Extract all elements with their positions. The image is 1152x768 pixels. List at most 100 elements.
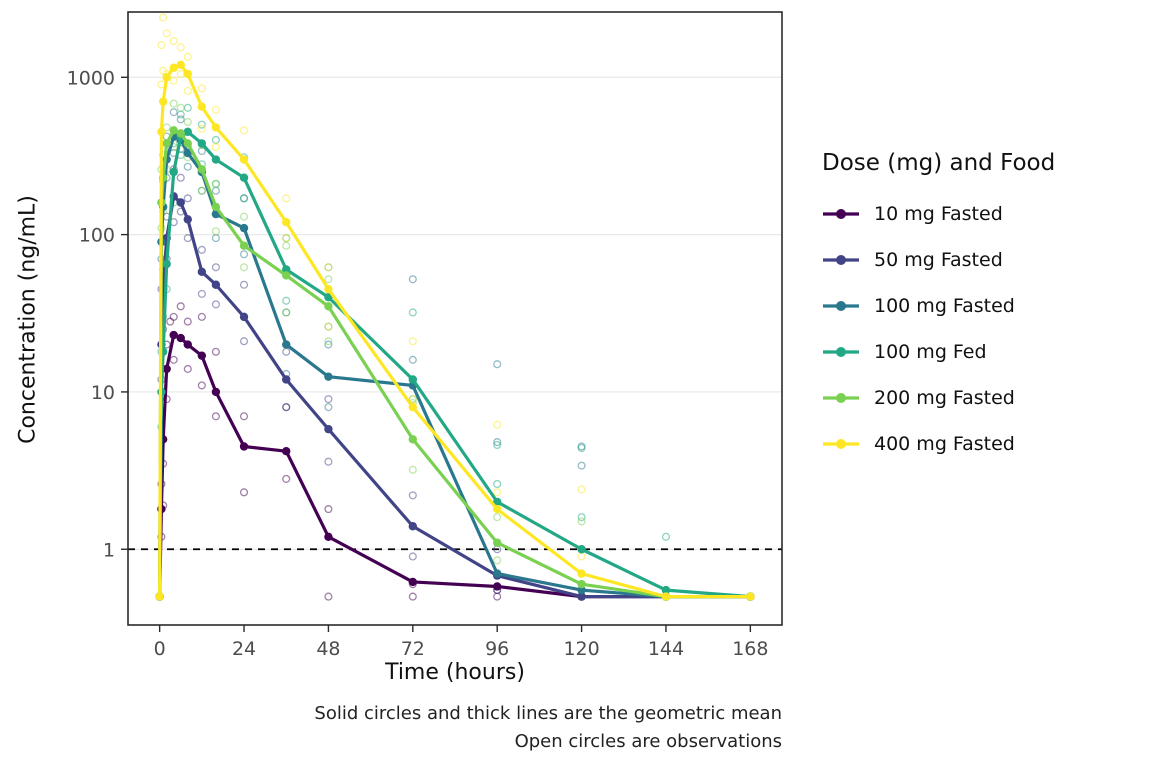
legend-label: 400 mg Fasted xyxy=(874,433,1015,455)
observation-point xyxy=(577,443,586,453)
mean-point xyxy=(211,123,221,132)
observation-point xyxy=(169,355,178,364)
mean-point xyxy=(282,271,291,280)
mean-point xyxy=(282,217,291,227)
observation-point xyxy=(239,280,249,289)
mean-point xyxy=(324,372,333,381)
observation-point xyxy=(408,355,417,364)
observation-point xyxy=(169,36,178,46)
mean-point xyxy=(162,73,171,82)
observation-point xyxy=(183,117,192,127)
mean-point xyxy=(211,280,221,289)
mean-point xyxy=(408,577,418,587)
legend-swatch-icon xyxy=(823,209,859,219)
observation-point xyxy=(282,296,291,305)
observation-point xyxy=(324,457,333,466)
mean-line xyxy=(158,194,752,599)
mean-point xyxy=(183,215,192,224)
x-tick-label: 72 xyxy=(401,638,425,660)
mean-point xyxy=(158,97,168,106)
observation-point xyxy=(577,513,586,522)
observation-point xyxy=(324,275,333,284)
observation-point xyxy=(239,126,249,135)
observation-point xyxy=(324,337,333,346)
y-tick-label: 1 xyxy=(103,539,115,561)
mean-point xyxy=(183,127,192,137)
x-tick-label: 0 xyxy=(154,638,166,660)
mean-point xyxy=(577,585,586,595)
observation-point xyxy=(211,227,220,236)
mean-point xyxy=(211,155,221,164)
mean-point xyxy=(169,167,178,177)
observation-point xyxy=(239,337,249,346)
mean-point xyxy=(197,165,207,174)
x-axis-title: Time (hours) xyxy=(385,660,525,685)
legend-swatch-icon xyxy=(823,347,859,357)
mean-point xyxy=(162,259,171,269)
mean-point xyxy=(176,198,185,207)
observation-point xyxy=(211,234,220,243)
mean-point xyxy=(211,202,221,212)
mean-point xyxy=(282,375,291,384)
observation-point xyxy=(183,86,192,95)
observation-point xyxy=(211,186,220,195)
mean-point xyxy=(324,424,333,434)
observation-point xyxy=(282,474,291,483)
mean-point xyxy=(577,592,586,601)
legend: Dose (mg) and Food 10 mg Fasted 50 mg Fas… xyxy=(822,150,1142,478)
mean-line xyxy=(158,134,752,599)
y-axis-title: Concentration (ng/mL) xyxy=(15,195,41,444)
mean-point xyxy=(197,351,207,360)
observation-point xyxy=(493,592,502,601)
mean-point xyxy=(492,582,502,591)
legend-item: 200 mg Fasted xyxy=(822,386,1142,410)
mean-point xyxy=(282,340,291,349)
mean-point xyxy=(169,63,178,72)
mean-point xyxy=(282,447,291,456)
mean-point xyxy=(324,532,333,541)
mean-point xyxy=(157,127,166,137)
observation-point xyxy=(408,552,417,561)
caption-line-2: Open circles are observations xyxy=(514,731,782,752)
observation-point xyxy=(408,465,417,474)
observation-point xyxy=(493,420,502,429)
observation-point xyxy=(197,84,206,93)
observation-point xyxy=(183,317,192,326)
mean-point xyxy=(746,592,755,601)
observation-point xyxy=(183,103,192,112)
legend-items: 10 mg Fasted 50 mg Fasted 100 mg Fasted 100… xyxy=(822,202,1142,456)
legend-item: 50 mg Fasted xyxy=(822,248,1142,272)
mean-point xyxy=(239,173,249,182)
observation-point xyxy=(211,300,220,309)
mean-point xyxy=(176,129,185,138)
mean-point xyxy=(492,538,502,547)
x-tick-label: 24 xyxy=(232,638,256,660)
mean-point xyxy=(183,148,192,158)
y-tick-label: 1000 xyxy=(67,67,115,89)
mean-point xyxy=(169,330,178,340)
x-tick-label: 96 xyxy=(485,638,509,660)
mean-point xyxy=(408,435,418,444)
observation-point xyxy=(324,322,333,331)
mean-point xyxy=(577,545,586,554)
observation-point xyxy=(282,347,291,356)
observation-point xyxy=(282,403,291,412)
mean-point xyxy=(239,155,249,164)
x-tick-label: 48 xyxy=(316,638,340,660)
mean-point xyxy=(661,585,671,595)
legend-label: 50 mg Fasted xyxy=(874,249,1003,271)
mean-point xyxy=(324,302,333,311)
observation-point xyxy=(176,115,185,124)
observation-point xyxy=(197,381,206,390)
legend-item: 10 mg Fasted xyxy=(822,202,1142,226)
observation-point xyxy=(282,308,291,317)
observation-point xyxy=(577,461,586,470)
x-tick-label: 168 xyxy=(732,638,768,660)
observation-point xyxy=(169,312,178,321)
observation-point xyxy=(183,52,192,61)
legend-label: 100 mg Fasted xyxy=(874,295,1015,317)
observation-point xyxy=(211,105,220,114)
mean-point xyxy=(661,592,671,601)
observation-point xyxy=(183,194,192,203)
